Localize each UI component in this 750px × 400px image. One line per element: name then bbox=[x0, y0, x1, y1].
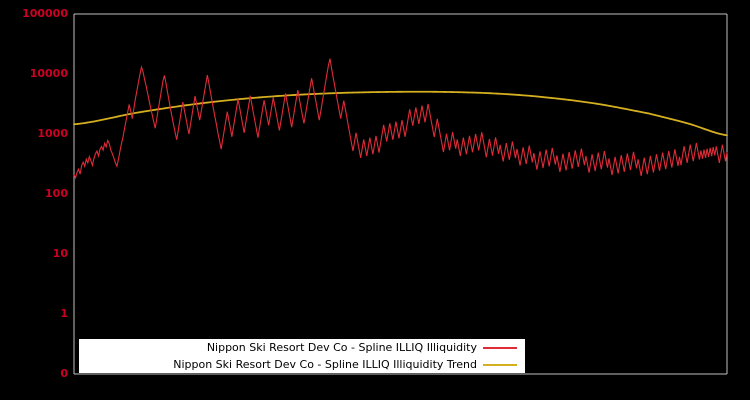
plot-axis-frame bbox=[73, 13, 728, 375]
chart-legend[interactable]: Nippon Ski Resort Dev Co - Spline ILLIQ … bbox=[79, 339, 525, 373]
y-axis-tick-labels: 100000 10000 1000 100 10 1 0 bbox=[0, 0, 68, 400]
y-axis-tick-100: 100 bbox=[45, 187, 68, 200]
trend-line-series bbox=[73, 90, 728, 137]
y-axis-tick-0: 0 bbox=[60, 367, 68, 380]
legend-entry-illiquidity[interactable]: Nippon Ski Resort Dev Co - Spline ILLIQ … bbox=[79, 339, 525, 356]
y-axis-tick-10: 10 bbox=[52, 247, 68, 260]
legend-swatch-trend bbox=[483, 363, 517, 366]
legend-entry-trend[interactable]: Nippon Ski Resort Dev Co - Spline ILLIQ … bbox=[79, 356, 525, 373]
y-axis-tick-1000: 1000 bbox=[37, 127, 68, 140]
legend-label-illiquidity: Nippon Ski Resort Dev Co - Spline ILLIQ … bbox=[206, 340, 477, 354]
y-axis-tick-100000: 100000 bbox=[22, 7, 68, 20]
y-axis-tick-1: 1 bbox=[60, 307, 68, 320]
y-axis-tick-10000: 10000 bbox=[29, 67, 68, 80]
legend-swatch-illiquidity bbox=[483, 346, 517, 349]
illiquidity-line-series bbox=[73, 58, 728, 180]
legend-label-trend: Nippon Ski Resort Dev Co - Spline ILLIQ … bbox=[173, 357, 477, 371]
